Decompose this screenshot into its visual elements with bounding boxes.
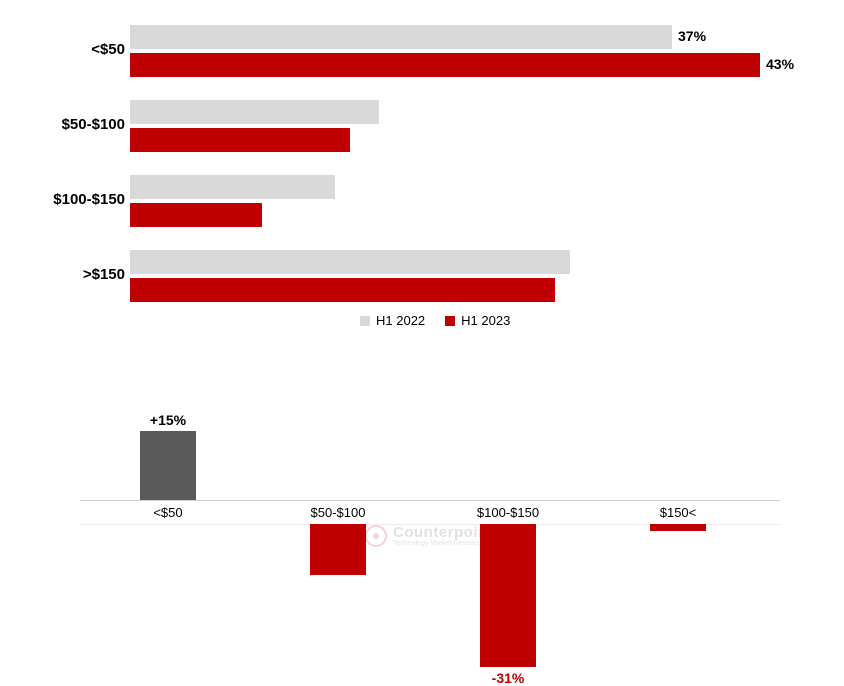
vbar: [310, 524, 366, 575]
watermark-sub: Technology Market Research: [393, 540, 493, 547]
watermark-text: Counterpoint Technology Market Research: [393, 525, 493, 547]
vbar-category-label: $50-$100: [288, 505, 388, 520]
bottom-vbar-chart: Counterpoint Technology Market Research …: [0, 0, 844, 678]
baseline: [80, 500, 780, 501]
watermark-icon: [365, 525, 387, 547]
vbar: [480, 524, 536, 667]
watermark-main: Counterpoint: [393, 525, 493, 540]
vbar-category-label: $100-$150: [458, 505, 558, 520]
vbar-value-label: +15%: [128, 412, 208, 428]
vbar-value-label: -31%: [468, 670, 548, 686]
vbar: [650, 524, 706, 531]
watermark: Counterpoint Technology Market Research: [365, 525, 493, 547]
vbar-category-label: <$50: [118, 505, 218, 520]
vbar-category-label: $150<: [628, 505, 728, 520]
vbar: [140, 431, 196, 500]
